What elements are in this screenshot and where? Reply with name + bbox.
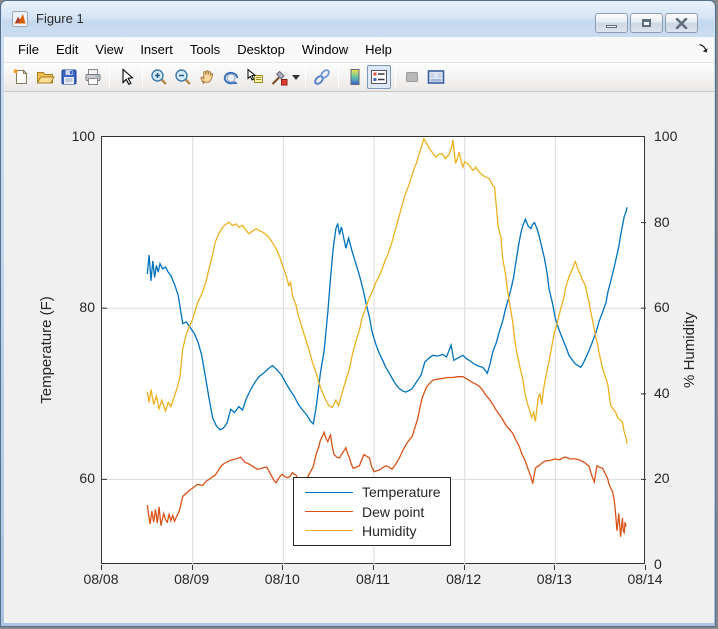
right-y-tick-label: 20 bbox=[654, 470, 670, 487]
menu-item-help[interactable]: Help bbox=[365, 42, 392, 57]
figure-canvas: Temperature (F) % Humidity Temperature D… bbox=[4, 92, 714, 623]
hide-plot-tools-button[interactable] bbox=[400, 65, 424, 89]
maximize-icon bbox=[642, 19, 651, 27]
series-humidity bbox=[146, 137, 628, 444]
legend-label: Dew point bbox=[362, 503, 425, 520]
brush-data-button[interactable] bbox=[267, 65, 291, 89]
right-y-tick-label: 100 bbox=[654, 128, 678, 144]
left-y-tick-label: 100 bbox=[71, 128, 95, 144]
left-axis-title: Temperature (F) bbox=[38, 296, 55, 404]
new-figure-button[interactable] bbox=[9, 65, 33, 89]
open-file-button[interactable] bbox=[33, 65, 57, 89]
close-icon bbox=[675, 17, 688, 29]
x-tick-mark bbox=[373, 565, 374, 570]
series-temperature bbox=[146, 207, 628, 431]
window-title: Figure 1 bbox=[36, 11, 84, 26]
legend-label: Temperature bbox=[362, 484, 441, 501]
x-tick-mark bbox=[101, 565, 102, 570]
right-y-tick-label: 60 bbox=[654, 299, 670, 316]
maximize-button[interactable] bbox=[630, 13, 663, 33]
menu-item-view[interactable]: View bbox=[95, 42, 124, 57]
close-button[interactable] bbox=[665, 13, 698, 33]
legend[interactable]: Temperature Dew point Humidity bbox=[293, 477, 451, 546]
show-plot-tools-button[interactable] bbox=[424, 65, 448, 89]
left-y-tick-label: 80 bbox=[79, 299, 95, 316]
brush-dropdown-caret-icon[interactable] bbox=[291, 65, 301, 89]
legend-item-temperature[interactable]: Temperature bbox=[305, 484, 450, 500]
toolbar-separator bbox=[142, 66, 143, 88]
legend-item-dew-point[interactable]: Dew point bbox=[305, 504, 450, 520]
x-tick-label: 08/11 bbox=[356, 571, 390, 587]
insert-colorbar-button[interactable] bbox=[343, 65, 367, 89]
zoom-out-button[interactable] bbox=[171, 65, 195, 89]
x-tick-mark bbox=[554, 565, 556, 570]
menu-item-tools[interactable]: Tools bbox=[189, 42, 221, 57]
x-tick-label: 08/10 bbox=[264, 571, 300, 587]
minimize-button[interactable] bbox=[595, 13, 628, 33]
toolbar-separator bbox=[338, 66, 339, 88]
right-axis-title: % Humidity bbox=[681, 312, 698, 388]
x-tick-mark bbox=[191, 565, 193, 570]
menu-item-desktop[interactable]: Desktop bbox=[237, 42, 285, 57]
legend-label: Humidity bbox=[362, 522, 417, 539]
right-y-tick-label: 0 bbox=[654, 556, 662, 572]
legend-line-sample bbox=[305, 511, 353, 512]
menu-item-edit[interactable]: Edit bbox=[55, 42, 79, 57]
edit-plot-button[interactable] bbox=[114, 65, 138, 89]
data-cursor-button[interactable] bbox=[243, 65, 267, 89]
x-tick-mark bbox=[645, 565, 646, 570]
legend-line-sample bbox=[305, 491, 353, 493]
titlebar[interactable]: Figure 1 bbox=[2, 1, 714, 37]
menu-items: File Edit View Insert Tools Desktop Window Help bbox=[10, 38, 401, 61]
toolbar-separator bbox=[395, 66, 396, 88]
toolbar-separator bbox=[109, 66, 110, 88]
insert-legend-button[interactable] bbox=[367, 65, 391, 89]
rotate-3d-button[interactable] bbox=[219, 65, 243, 89]
series-dew-point bbox=[146, 376, 627, 537]
link-plot-button[interactable] bbox=[310, 65, 334, 89]
x-tick-label: 08/09 bbox=[174, 571, 210, 587]
left-y-tick-label: 60 bbox=[79, 470, 95, 487]
minimize-icon bbox=[606, 25, 617, 28]
menu-item-file[interactable]: File bbox=[18, 42, 39, 57]
legend-item-humidity[interactable]: Humidity bbox=[305, 523, 450, 539]
toolbar-separator bbox=[305, 66, 306, 88]
menubar: File Edit View Insert Tools Desktop Window Help bbox=[4, 37, 714, 63]
right-y-tick-label: 40 bbox=[654, 384, 670, 401]
x-tick-mark bbox=[463, 565, 465, 570]
x-tick-mark bbox=[282, 565, 284, 570]
right-y-tick-label: 80 bbox=[654, 213, 670, 230]
menu-item-insert[interactable]: Insert bbox=[140, 42, 173, 57]
save-button[interactable] bbox=[57, 65, 81, 89]
menu-overflow-arrow-icon[interactable] bbox=[698, 41, 709, 59]
print-button[interactable] bbox=[81, 65, 105, 89]
figure-toolbar bbox=[4, 63, 714, 92]
x-tick-label: 08/13 bbox=[536, 571, 572, 587]
x-tick-label: 08/12 bbox=[446, 571, 482, 587]
matlab-figure-icon bbox=[12, 11, 28, 27]
x-tick-label: 08/08 bbox=[83, 571, 119, 587]
menu-item-window[interactable]: Window bbox=[301, 42, 349, 57]
pan-button[interactable] bbox=[195, 65, 219, 89]
x-tick-label: 08/14 bbox=[627, 571, 663, 587]
zoom-in-button[interactable] bbox=[147, 65, 171, 89]
legend-line-sample bbox=[305, 530, 353, 532]
window-controls bbox=[595, 13, 698, 33]
